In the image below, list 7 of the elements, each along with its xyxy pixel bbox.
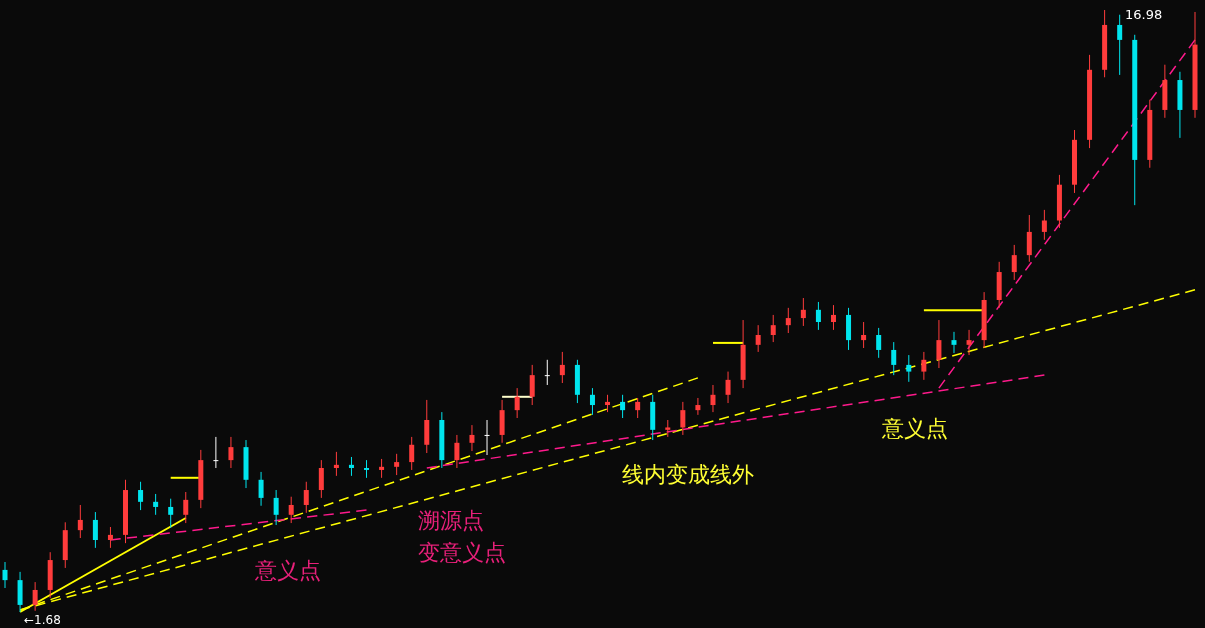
annotation: 意义点 bbox=[254, 558, 321, 583]
annotation: 意义点 bbox=[881, 416, 948, 441]
annotation: 变意义点 bbox=[418, 540, 506, 565]
text: ←1.68 bbox=[24, 613, 61, 627]
annotation: 溯源点 bbox=[418, 508, 484, 533]
annotation: 16.98 bbox=[1125, 7, 1163, 22]
annotation: 线内变成线外 bbox=[622, 462, 754, 487]
